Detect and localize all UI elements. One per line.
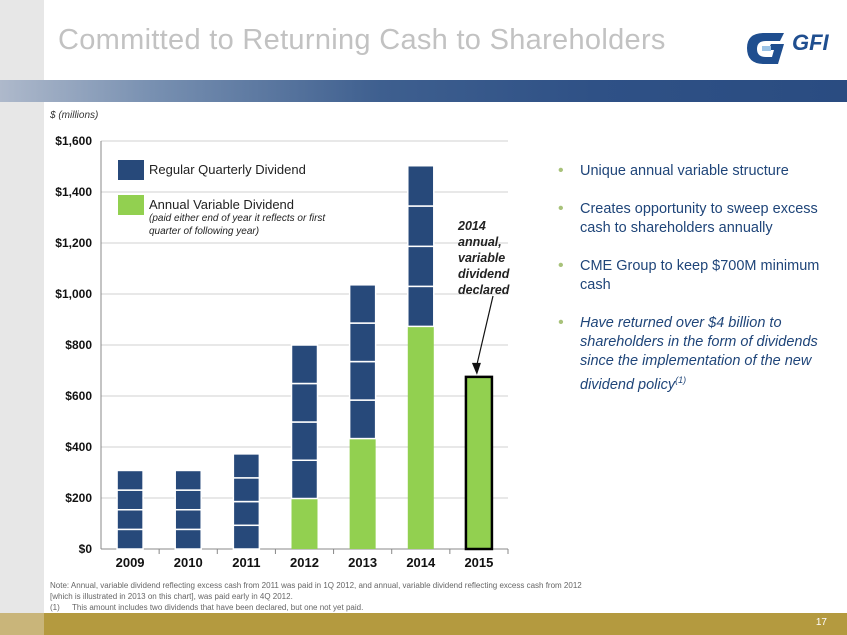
bullet-dot-icon: • [558,200,564,217]
x-tick-label: 2012 [290,555,319,570]
annotation-arrowhead [471,362,481,375]
footer-bar [0,613,847,635]
bar-regular-2012 [290,344,319,385]
bar-regular-2014 [407,164,435,207]
bullet-dot-icon: • [558,162,564,179]
footnote-marker: (1) [50,603,60,612]
bar-regular-2011 [232,500,261,527]
y-tick-label: $1,000 [55,287,92,301]
bar-variable-2015 [464,375,494,551]
footer-left-block [0,613,44,635]
bullet-text: Unique annual variable structure [580,163,789,179]
bar-regular-2014 [407,285,435,328]
y-tick-label: $800 [65,338,92,352]
bar-regular-2010 [174,489,202,511]
page-title: Committed to Returning Cash to Sharehold… [58,24,666,56]
bullet-text: CME Group to keep $700M minimum cash [580,258,820,293]
chart-note: Note: Annual, variable dividend reflecti… [50,580,590,613]
footnote-text: This amount includes two dividends that … [72,603,364,612]
legend-swatch-variable [118,195,144,215]
left-decor-strip [0,0,44,635]
bar-regular-2010 [174,508,202,531]
bullet-dot-icon: • [558,257,564,274]
bar-variable-2013 [349,438,376,549]
bullet-list: • Unique annual variable structure • Cre… [550,162,825,414]
y-tick-label: $1,600 [55,134,92,148]
bar-variable-2012 [291,498,318,549]
bar-variable-2014 [407,326,434,549]
y-tick-label: $200 [65,491,92,505]
x-tick-label: 2009 [116,555,145,570]
note-footnote: (1) This amount includes two dividends th… [50,602,590,613]
bar-regular-2009 [116,489,144,511]
x-tick-label: 2010 [174,555,203,570]
legend-label-regular: Regular Quarterly Dividend [149,162,306,177]
bar-regular-2014 [407,205,435,248]
x-tick-label: 2013 [348,555,377,570]
y-tick-label: $1,400 [55,185,92,199]
bar-regular-2010 [174,528,202,550]
bullet-item: • CME Group to keep $700M minimum cash [550,257,825,295]
bullet-item: • Creates opportunity to sweep excess ca… [550,200,825,238]
y-tick-label: $400 [65,440,92,454]
bar-regular-2013 [348,399,377,440]
bullet-footnote-ref: (1) [675,375,687,385]
bar-regular-2012 [290,421,319,462]
bar-regular-2011 [232,524,261,550]
bar-regular-2012 [290,459,319,500]
legend-variable-note: (paid either end of year it reflects or … [149,213,326,237]
bar-regular-2011 [232,477,261,503]
bullet-dot-icon: • [558,314,564,331]
bar-regular-2012 [290,382,319,423]
x-tick-label: 2015 [464,555,493,570]
legend-swatch-regular [118,160,144,180]
gfi-logo-icon [747,33,784,64]
y-tick-label: $600 [65,389,92,403]
logo-text: GFI [792,30,829,55]
bar-regular-2010 [174,469,202,491]
bullet-item: • Unique annual variable structure [550,162,825,181]
bar-regular-2011 [232,453,261,479]
bar-regular-2013 [348,322,377,363]
chart-annotation: 2014 annual, variable dividend declared [458,219,510,297]
annotation-arrow [475,295,494,370]
bullet-text: Have returned over $4 billion to shareho… [580,315,818,393]
bullet-item: • Have returned over $4 billion to share… [550,314,825,395]
bar-regular-2009 [116,508,144,531]
bar-regular-2009 [116,469,144,491]
x-tick-label: 2014 [406,555,436,570]
bullet-text: Creates opportunity to sweep excess cash… [580,201,818,236]
bar-regular-2013 [348,360,377,401]
bar-regular-2013 [348,284,377,324]
note-main: Note: Annual, variable dividend reflecti… [50,581,582,601]
bar-regular-2014 [407,245,435,288]
bar-regular-2009 [116,528,144,550]
units-label: $ (millions) [50,110,99,121]
x-tick-label: 2011 [232,555,260,570]
y-tick-label: $0 [79,542,93,556]
header-banner [0,80,847,102]
y-tick-label: $1,200 [55,236,92,250]
legend-label-variable: Annual Variable Dividend [149,197,295,212]
page-number: 17 [815,617,827,628]
